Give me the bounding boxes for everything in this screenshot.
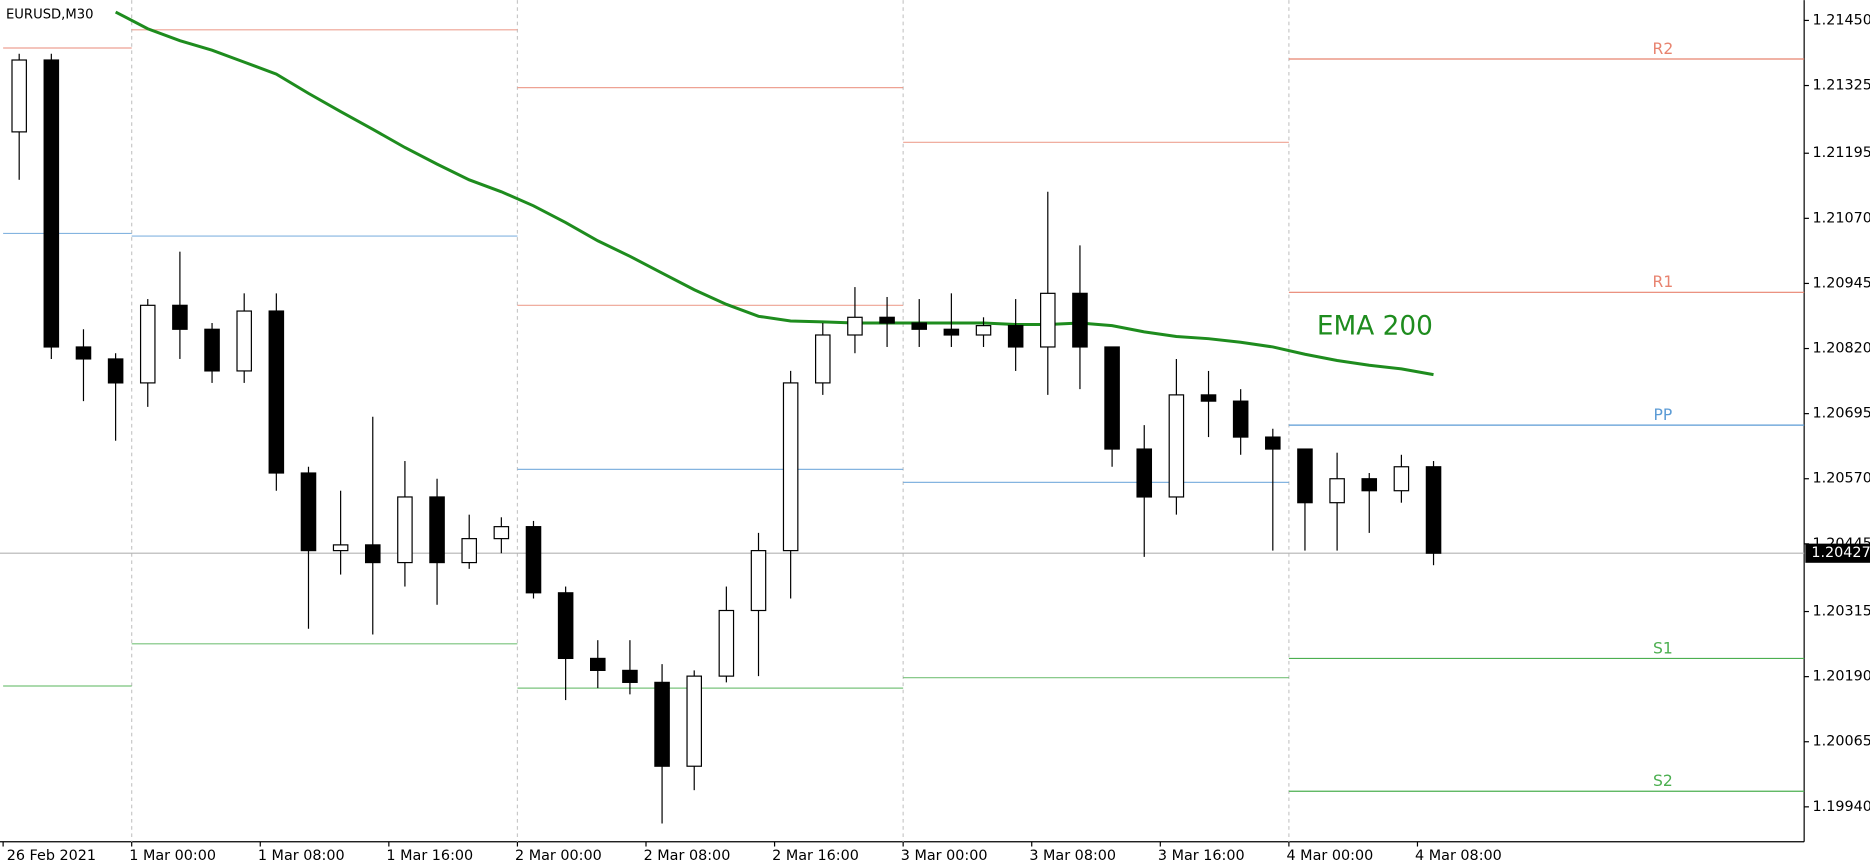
x-tick-label: 1 Mar 16:00 <box>386 848 473 864</box>
candle-body <box>975 325 992 336</box>
candle-body <box>204 328 220 372</box>
candle-body <box>1200 394 1217 402</box>
candle-body <box>236 310 252 372</box>
candle-body <box>139 304 156 384</box>
y-tick-label: 1.21195 <box>1813 145 1870 161</box>
y-tick-label: 1.20190 <box>1813 669 1870 685</box>
candle-body <box>750 550 767 612</box>
candle-body <box>172 304 188 330</box>
candle-body <box>1425 466 1442 554</box>
candle-body <box>1168 394 1185 498</box>
candle-body <box>911 322 928 330</box>
candle-body <box>847 316 863 336</box>
x-tick-label: 2 Mar 16:00 <box>772 848 859 864</box>
candle-body <box>461 538 477 564</box>
candle-body <box>782 382 799 552</box>
y-tick-label: 1.20315 <box>1813 604 1870 620</box>
candle-body <box>525 526 542 594</box>
candle-body <box>1040 292 1056 348</box>
pivot-label: R2 <box>1653 40 1674 58</box>
candle-body <box>686 675 702 767</box>
ema-label: EMA 200 <box>1317 311 1433 341</box>
chart-title: EURUSD,M30 <box>6 7 93 22</box>
candle-body <box>268 310 285 474</box>
candle-body <box>1329 478 1345 504</box>
x-tick-label: 2 Mar 08:00 <box>644 848 731 864</box>
pivot-label: PP <box>1654 406 1673 424</box>
pivot-label: S1 <box>1653 639 1673 657</box>
candle-body <box>557 592 574 660</box>
candle-body <box>493 526 510 540</box>
candle-body <box>75 346 92 360</box>
x-tick-label: 4 Mar 00:00 <box>1286 848 1373 864</box>
candle-body <box>397 496 413 564</box>
pivot-label: S2 <box>1653 772 1673 790</box>
candle-body <box>1072 292 1088 348</box>
candle-body <box>1361 478 1378 492</box>
x-tick-label: 3 Mar 00:00 <box>901 848 988 864</box>
y-tick-label: 1.20065 <box>1813 734 1870 750</box>
candle-body <box>590 657 606 671</box>
candle-body <box>879 316 895 324</box>
x-tick-label: 26 Feb 2021 <box>7 848 96 864</box>
candle-body <box>1136 448 1153 498</box>
x-tick-label: 1 Mar 00:00 <box>129 848 216 864</box>
candle-body <box>43 59 60 348</box>
candle-body <box>1104 346 1120 450</box>
candle-body <box>11 59 27 133</box>
last-price-label: 1.20427 <box>1811 545 1870 561</box>
candle-body <box>1297 448 1313 504</box>
pivot-label: R1 <box>1653 273 1674 291</box>
x-tick-label: 1 Mar 08:00 <box>258 848 345 864</box>
y-tick-label: 1.20570 <box>1813 471 1870 487</box>
candle-body <box>1393 466 1410 492</box>
candle-body <box>1232 400 1249 438</box>
y-tick-label: 1.21070 <box>1813 210 1870 226</box>
candle-body <box>1265 436 1281 450</box>
candle-body <box>815 334 831 384</box>
candle-body <box>622 669 638 683</box>
last-price-box <box>1805 543 1870 563</box>
candle-body <box>943 328 960 336</box>
x-tick-label: 4 Mar 08:00 <box>1415 848 1502 864</box>
ema-line <box>114 10 1434 377</box>
candle-body <box>107 358 124 384</box>
y-tick-label: 1.20820 <box>1813 341 1870 357</box>
x-tick-label: 3 Mar 16:00 <box>1158 848 1245 864</box>
candle-body <box>654 681 670 767</box>
candle-body <box>429 496 445 564</box>
candle-body <box>718 609 735 677</box>
y-tick-label: 1.21450 <box>1813 12 1870 28</box>
candle-body <box>300 472 317 552</box>
y-tick-label: 1.20695 <box>1813 406 1870 422</box>
y-tick-label: 1.21325 <box>1813 78 1870 94</box>
candle-body <box>332 544 349 552</box>
x-tick-label: 2 Mar 00:00 <box>515 848 602 864</box>
y-tick-label: 1.19940 <box>1813 799 1870 815</box>
x-tick-label: 3 Mar 08:00 <box>1029 848 1116 864</box>
candle-body <box>1007 325 1024 348</box>
candle-body <box>364 544 381 564</box>
y-tick-label: 1.20945 <box>1813 275 1870 291</box>
